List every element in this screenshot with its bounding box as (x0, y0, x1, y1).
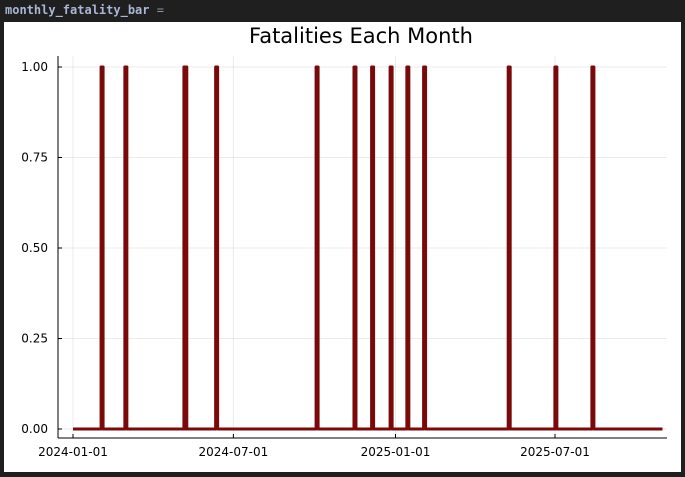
y-tick-label: 0.50 (21, 241, 48, 255)
tick-labels: 2024-01-01 2024-07-01 2025-01-01 2025-07-01… (21, 60, 590, 459)
grid-lines (58, 56, 667, 438)
y-tick-label: 0.00 (21, 422, 48, 436)
series-layer (73, 65, 663, 431)
y-tick-label: 0.25 (21, 332, 48, 346)
y-tick-label: 1.00 (21, 60, 48, 74)
fatality-chart: Fatalities Each Month 2024-01-01 2024-07-… (21, 24, 667, 459)
cell-header: monthly_fatality_bar = (0, 0, 685, 22)
x-tick-label: 2025-01-01 (361, 445, 431, 459)
chart-title: Fatalities Each Month (249, 24, 473, 48)
axes (57, 56, 667, 439)
x-tick-label: 2024-07-01 (198, 445, 268, 459)
x-tick-label: 2024-01-01 (38, 445, 108, 459)
cell-variable-label[interactable]: monthly_fatality_bar = (5, 3, 164, 17)
x-tick-label: 2025-07-01 (520, 445, 590, 459)
cell-assign-operator: = (156, 3, 164, 17)
plot-frame: Fatalities Each Month 2024-01-01 2024-07-… (4, 22, 681, 472)
y-tick-label: 0.75 (21, 151, 48, 165)
